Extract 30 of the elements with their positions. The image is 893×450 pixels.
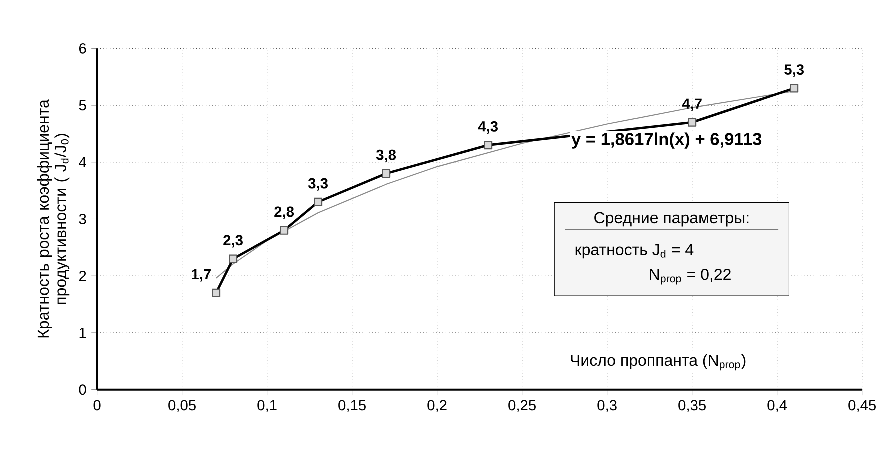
data-label: 5,3 [784, 64, 804, 78]
x-tick-label: 0,15 [338, 400, 366, 412]
y-tick-label: 4 [79, 157, 86, 168]
data-label: 1,7 [192, 270, 211, 282]
y-tick-label: 3 [79, 214, 86, 225]
y-tick-label: 6 [80, 44, 86, 54]
x-tick-label: 0,4 [768, 400, 788, 412]
x-tick-label: 0,25 [508, 400, 536, 412]
y-tick-label: 2 [79, 271, 86, 282]
x-tick-label: 0,1 [258, 400, 277, 412]
y-tick-label: 0 [79, 384, 86, 396]
x-tick-label: 0 [94, 400, 101, 411]
y-tick-label: 1 [80, 328, 86, 338]
data-label: 3,8 [376, 150, 396, 162]
x-tick-label: 0,3 [598, 400, 617, 412]
x-axis-title: Число проппанта (N$_{prop}$) [571, 354, 746, 371]
x-tick-label: 0,35 [678, 400, 706, 412]
annotation: N$_{prop}$ = 0,22 [650, 269, 731, 285]
annotation: кратность J$_{d}$ = 4 [576, 244, 694, 259]
annotation: Средние параметры: [594, 212, 749, 227]
x-tick-label: 0,05 [168, 400, 196, 412]
data-label: 4,3 [478, 122, 498, 134]
data-label: 4,7 [682, 98, 702, 112]
x-tick-label: 0,2 [428, 400, 447, 412]
data-label: 2,8 [274, 206, 294, 220]
annotation: y = 1,8617ln(x) + 6,9113 [572, 132, 762, 149]
data-label: 2,3 [224, 235, 243, 248]
y-tick-label: 5 [79, 100, 86, 111]
data-label: 3,3 [308, 178, 328, 191]
x-tick-label: 0,45 [848, 400, 876, 412]
